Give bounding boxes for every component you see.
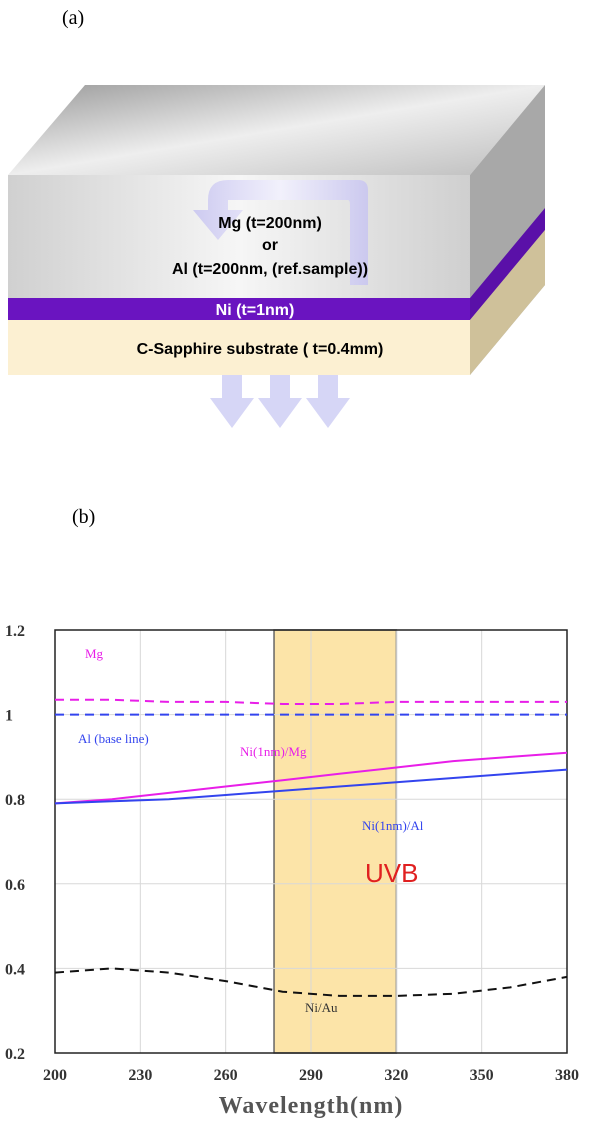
figure: (a) Mg (t=200nm) or Al (t=200nm, (ref.sa… [0, 0, 589, 1135]
series-label: Ni/Au [305, 1000, 338, 1015]
emission-arrows [210, 375, 350, 428]
x-tick-label: 380 [555, 1067, 579, 1084]
y-tick-label: 1.2 [5, 623, 25, 640]
x-tick-label: 290 [299, 1067, 323, 1084]
series-label: Ni(1nm)/Mg [240, 744, 307, 759]
y-tick-label: 0.6 [5, 877, 25, 894]
y-tick-label: 1 [5, 708, 13, 725]
uvb-band [274, 630, 396, 1053]
y-tick-label: 0.4 [5, 961, 25, 978]
chart: 0.2 0.4 0.6 0.8 1 1.2 200 230 260 290 320 350 380 Wav… [5, 623, 579, 1119]
x-tick-label: 350 [470, 1067, 494, 1084]
substrate-label: C-Sapphire substrate ( t=0.4mm) [137, 341, 384, 358]
y-tick-label: 0.8 [5, 792, 25, 809]
arrow-text: Al (t=200nm, (ref.sample)) [172, 261, 368, 278]
arrow-text: or [262, 237, 278, 254]
x-axis-label: Wavelength(nm) [219, 1093, 404, 1119]
panel-label: (b) [72, 506, 95, 528]
band-label: UVB [365, 858, 418, 888]
arrow-text: Mg (t=200nm) [218, 215, 322, 232]
x-tick-label: 320 [384, 1067, 408, 1084]
panel-label: (a) [62, 7, 84, 29]
series-label: Mg [85, 646, 104, 661]
series-label: Al (base line) [78, 731, 149, 746]
series-label: Ni(1nm)/Al [362, 818, 424, 833]
x-tick-label: 200 [43, 1067, 67, 1084]
ni-label: Ni (t=1nm) [216, 302, 295, 319]
x-tick-label: 230 [128, 1067, 152, 1084]
block-top [8, 85, 545, 175]
x-tick-label: 260 [214, 1067, 238, 1084]
y-tick-label: 0.2 [5, 1046, 25, 1063]
